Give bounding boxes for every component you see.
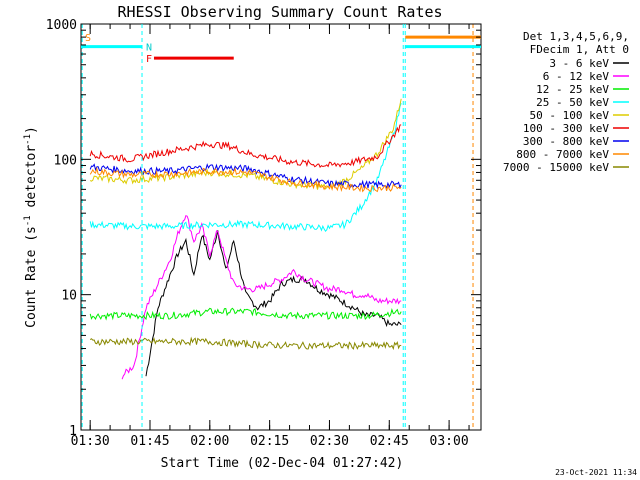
legend-label-2: 6 - 12 keV — [543, 70, 610, 83]
legend-header-line-2: FDecim 1, Att 0 — [530, 43, 629, 56]
series-line-9 — [89, 336, 402, 351]
series-line-2 — [121, 215, 402, 380]
legend-label-9: 7000 - 15000 keV — [503, 161, 609, 174]
x-tick-label-0200: 02:00 — [190, 434, 229, 449]
x-tick-label-0145: 01:45 — [130, 434, 169, 449]
chart-title: RHESSI Observing Summary Count Rates — [117, 3, 442, 21]
series-line-7 — [89, 163, 402, 190]
x-tick-label-0300: 03:00 — [430, 434, 469, 449]
legend-label-3: 12 - 25 keV — [536, 83, 609, 96]
axis-layer: 1 10 100 1000 01:30 01:45 02:00 02:15 02:30 02:45… — [46, 18, 481, 449]
series-line-6 — [89, 124, 402, 169]
series-line-1 — [145, 230, 402, 377]
legend-label-7: 300 - 800 keV — [523, 135, 609, 148]
y-axis-label-sup2: -1 — [23, 134, 33, 145]
x-tick-label-0245: 02:45 — [370, 434, 409, 449]
plot-frame — [80, 23, 482, 431]
y-axis-label-main: Count Rate (s — [24, 226, 39, 328]
annotation-s: S — [85, 33, 91, 44]
annotation-f: F — [146, 54, 152, 65]
annotation-n: N — [146, 43, 152, 54]
overlay-layer: S NF — [81, 24, 481, 430]
legend: Det 1,3,4,5,6,9, FDecim 1, Att 0 3 - 6 k… — [503, 30, 629, 174]
legend-label-4: 25 - 50 keV — [536, 96, 609, 109]
x-axis-label: Start Time (02-Dec-04 01:27:42) — [161, 456, 404, 471]
legend-header-line-1: Det 1,3,4,5,6,9, — [523, 30, 629, 43]
generation-timestamp: 23-Oct-2021 11:34 — [555, 468, 637, 477]
y-tick-label-1: 1 — [69, 424, 77, 439]
x-tick-label-0130: 01:30 — [71, 434, 110, 449]
x-tick-label-0230: 02:30 — [310, 434, 349, 449]
series-layer — [89, 98, 402, 380]
legend-label-6: 100 - 300 keV — [523, 122, 609, 135]
legend-label-8: 800 - 7000 keV — [516, 148, 609, 161]
y-tick-label-1000: 1000 — [46, 18, 77, 33]
y-axis-label: Count Rate (s-1 detector-1) — [23, 126, 39, 328]
legend-label-5: 50 - 100 keV — [530, 109, 610, 122]
series-line-8 — [89, 166, 402, 193]
legend-label-1: 3 - 6 keV — [549, 57, 609, 70]
y-tick-label-100: 100 — [54, 153, 77, 168]
y-axis-label-sup1: -1 — [23, 215, 33, 226]
series-line-5 — [89, 98, 402, 190]
y-tick-label-10: 10 — [61, 289, 77, 304]
y-axis-label-end: ) — [24, 126, 39, 134]
x-tick-label-0215: 02:15 — [250, 434, 289, 449]
series-line-4 — [89, 103, 402, 233]
y-axis-label-mid: detector — [24, 145, 39, 216]
